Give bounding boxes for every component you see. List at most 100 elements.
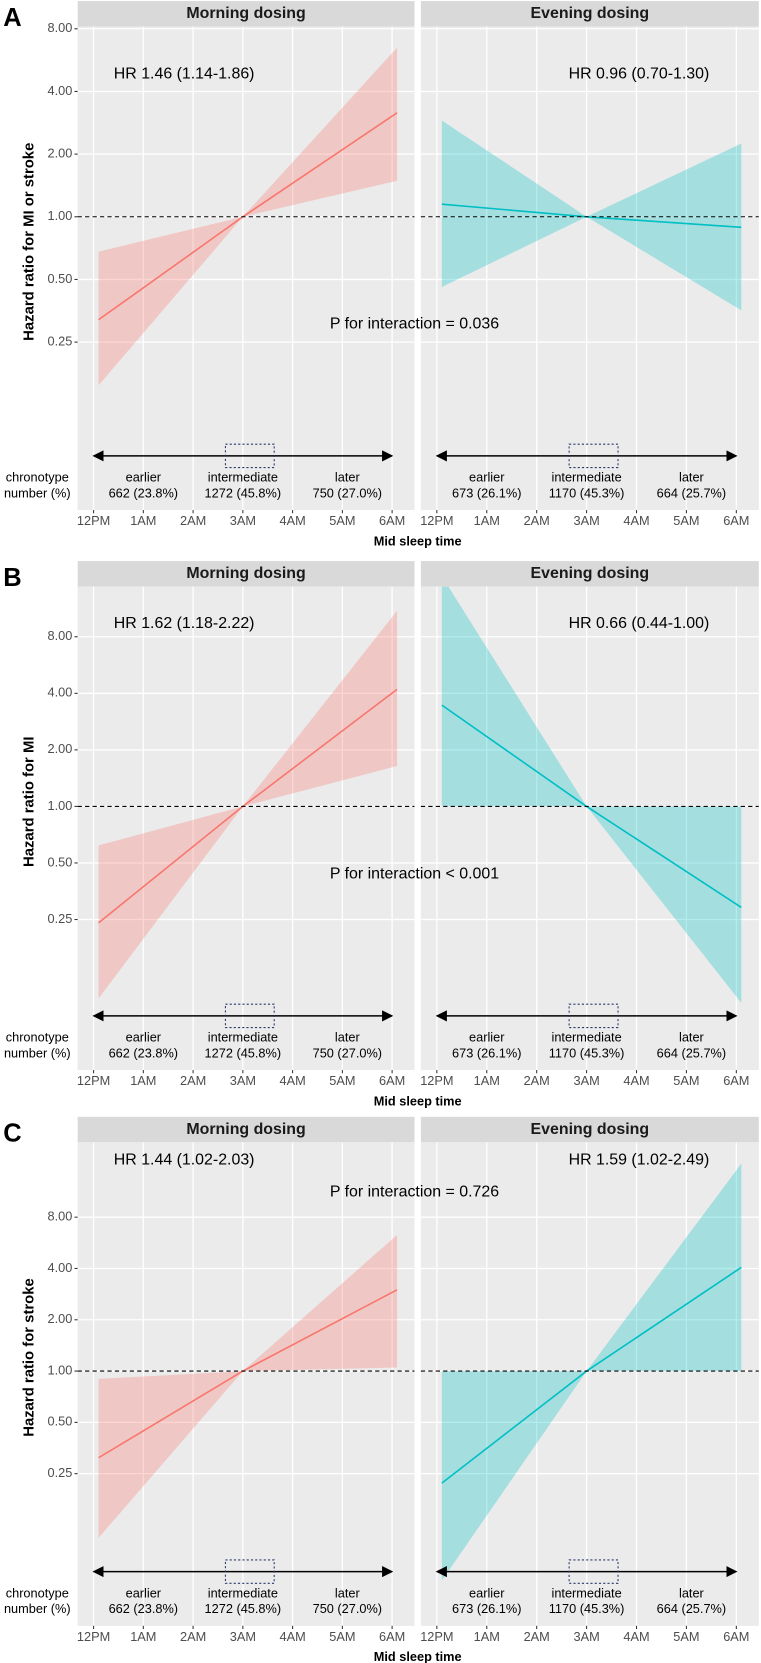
x-tick-label: 3AM — [230, 513, 256, 528]
group-count: 662 (23.8%) — [109, 485, 178, 500]
group-name: intermediate — [552, 1030, 622, 1045]
group-count: 673 (26.1%) — [452, 1045, 521, 1060]
intermediate-box — [568, 443, 619, 469]
x-tick-label: 1AM — [130, 1629, 156, 1644]
group-name: later — [679, 1030, 705, 1045]
strip — [420, 1116, 759, 1143]
group-count: 664 (25.7%) — [657, 1045, 726, 1060]
intermediate-box — [568, 1003, 619, 1029]
x-tick-label: 6AM — [723, 1629, 749, 1644]
row-label: number (%) — [4, 1601, 71, 1616]
hr-label: HR 1.62 (1.18-2.22) — [114, 615, 255, 632]
intermediate-box — [224, 443, 275, 469]
strip — [420, 1, 759, 27]
group-count: 1170 (45.3%) — [549, 485, 625, 500]
hr-label: HR 0.66 (0.44-1.00) — [569, 615, 710, 632]
x-tick-label: 12PM — [420, 1073, 453, 1088]
y-axis-title: Hazard ratio for stroke — [22, 1278, 38, 1437]
y-tick-label: 8.00 — [48, 628, 73, 643]
group-count: 1170 (45.3%) — [549, 1601, 625, 1616]
x-tick-label: 3AM — [573, 1073, 599, 1088]
y-tick-label: 8.00 — [48, 20, 73, 35]
y-axis-title: Hazard ratio for MI — [22, 737, 38, 867]
x-tick-label: 2AM — [180, 1629, 206, 1644]
x-tick-label: 12PM — [77, 1073, 110, 1088]
hr-label: HR 1.46 (1.14-1.86) — [114, 66, 255, 83]
group-count: 750 (27.0%) — [313, 1601, 382, 1616]
y-tick-label: 0.50 — [48, 1414, 73, 1429]
y-tick-label: 2.00 — [48, 145, 73, 160]
x-tick-label: 6AM — [723, 1073, 749, 1088]
strip — [420, 561, 759, 587]
group-name: intermediate — [208, 1585, 278, 1600]
x-axis-title: Mid sleep time — [374, 1093, 462, 1108]
group-name: intermediate — [208, 470, 278, 485]
facet-title: Morning dosing — [186, 1121, 305, 1138]
y-tick-label: 0.50 — [48, 271, 73, 286]
y-tick-label: 1.00 — [48, 1362, 73, 1377]
x-tick-label: 6AM — [379, 1073, 405, 1088]
x-tick-label: 12PM — [420, 1629, 453, 1644]
facet-title: Morning dosing — [186, 565, 305, 582]
x-tick-label: 3AM — [573, 1629, 599, 1644]
facet-title: Evening dosing — [531, 1121, 650, 1138]
y-tick-label: 4.00 — [48, 1260, 73, 1275]
x-tick-label: 6AM — [723, 513, 749, 528]
row-label: chronotype — [6, 470, 69, 485]
x-tick-label: 4AM — [623, 513, 649, 528]
strip — [77, 1116, 415, 1143]
interaction-annotation: P for interaction = 0.036 — [330, 315, 499, 332]
group-name: intermediate — [552, 1585, 622, 1600]
y-axis-title: Hazard ratio for MI or stroke — [22, 143, 38, 341]
x-tick-label: 5AM — [329, 513, 355, 528]
x-tick-label: 5AM — [329, 1073, 355, 1088]
group-name: earlier — [126, 1030, 162, 1045]
y-tick-label: 0.25 — [48, 333, 73, 348]
y-tick-label: 0.25 — [48, 911, 73, 926]
panel-label: B — [3, 564, 21, 592]
x-tick-label: 1AM — [130, 513, 156, 528]
group-name: earlier — [469, 1585, 505, 1600]
group-name: earlier — [469, 470, 505, 485]
x-tick-label: 4AM — [279, 1629, 305, 1644]
group-count: 1272 (45.8%) — [205, 1045, 282, 1060]
group-name: later — [335, 1585, 361, 1600]
group-count: 750 (27.0%) — [313, 485, 382, 500]
x-tick-label: 6AM — [379, 513, 405, 528]
x-tick-label: 2AM — [524, 1073, 550, 1088]
group-count: 662 (23.8%) — [109, 1045, 178, 1060]
x-axis-title: Mid sleep time — [374, 533, 462, 548]
intermediate-box — [224, 1559, 275, 1584]
intermediate-box — [224, 1003, 275, 1029]
confidence-band — [441, 586, 742, 1003]
hr-label: HR 1.44 (1.02-2.03) — [114, 1152, 255, 1169]
plot-background — [420, 1142, 759, 1626]
group-count: 750 (27.0%) — [313, 1045, 382, 1060]
y-tick-label: 0.50 — [48, 854, 73, 869]
strip — [77, 1, 415, 27]
x-tick-label: 3AM — [230, 1073, 256, 1088]
x-tick-label: 2AM — [180, 513, 206, 528]
group-name: later — [679, 470, 705, 485]
x-tick-label: 12PM — [77, 1629, 110, 1644]
y-tick-label: 4.00 — [48, 685, 73, 700]
hr-label: HR 1.59 (1.02-2.49) — [569, 1152, 710, 1169]
group-count: 1170 (45.3%) — [549, 1045, 625, 1060]
row-label: number (%) — [4, 485, 71, 500]
hr-label: HR 0.96 (0.70-1.30) — [569, 66, 710, 83]
y-tick-label: 8.00 — [48, 1209, 73, 1224]
group-name: later — [335, 470, 361, 485]
y-tick-label: 1.00 — [48, 208, 73, 223]
group-count: 673 (26.1%) — [452, 1601, 521, 1616]
y-tick-label: 1.00 — [48, 798, 73, 813]
confidence-band — [98, 1234, 398, 1538]
interaction-annotation: P for interaction = 0.726 — [330, 1183, 499, 1200]
facet-title: Evening dosing — [531, 5, 650, 22]
x-tick-label: 2AM — [524, 513, 550, 528]
group-name: later — [335, 1030, 361, 1045]
x-tick-label: 12PM — [420, 513, 453, 528]
x-tick-label: 12PM — [77, 513, 110, 528]
facet-title: Evening dosing — [531, 565, 650, 582]
x-tick-label: 3AM — [230, 1629, 256, 1644]
group-count: 664 (25.7%) — [657, 485, 726, 500]
